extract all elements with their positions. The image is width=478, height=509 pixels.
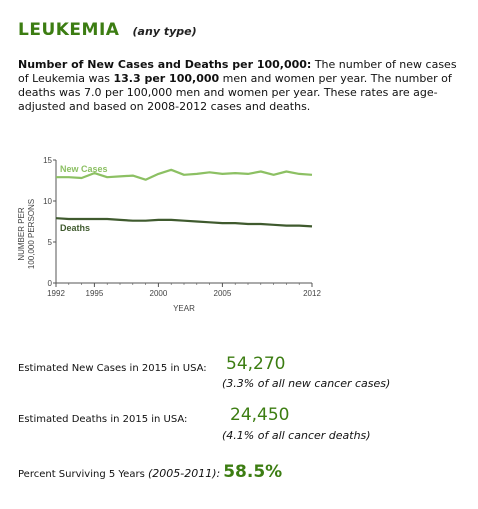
incidence-mortality-chart: 0 5 10 15 1992 1995 2000 2005 2012 New Cases Deat… bbox=[17, 156, 321, 313]
new-cases-label: Estimated New Cases in 2015 in USA: bbox=[18, 363, 207, 374]
new-cases-value: 54,270 bbox=[226, 354, 286, 374]
y-axis-label-line2: 100,000 PERSONS bbox=[27, 199, 36, 269]
x-axis-label: YEAR bbox=[173, 304, 195, 313]
series-line-deaths bbox=[55, 217, 313, 228]
x-tick-label-1992: 1992 bbox=[47, 289, 65, 298]
description-text-2: men and women per year. The number of de… bbox=[18, 72, 452, 113]
survival-period: (2005-2011): bbox=[147, 467, 221, 480]
y-tick-label-15: 15 bbox=[43, 156, 52, 165]
description-text-1: The number of new cases of Leukemia was bbox=[18, 58, 457, 85]
new-cases-share: (3.3% of all new cancer cases) bbox=[222, 377, 391, 390]
x-tick-label-2005: 2005 bbox=[214, 289, 232, 298]
y-tick-label-10: 10 bbox=[43, 197, 52, 206]
y-axis-label-line1: NUMBER PER bbox=[17, 207, 26, 261]
chart-marks: New Cases Deaths bbox=[55, 164, 313, 233]
deaths-share: (4.1% of all cancer deaths) bbox=[222, 429, 371, 442]
x-tick-label-2000: 2000 bbox=[150, 289, 168, 298]
y-tick-label-0: 0 bbox=[48, 279, 53, 288]
description-paragraph: Number of New Cases and Deaths per 100,0… bbox=[18, 58, 458, 114]
page-title-row: LEUKEMIA (any type) bbox=[18, 20, 197, 40]
description-rate: 13.3 per 100,000 bbox=[113, 72, 220, 85]
survival-label: Percent Surviving 5 Years bbox=[18, 469, 148, 480]
chart-axes: 0 5 10 15 1992 1995 2000 2005 2012 bbox=[43, 156, 321, 298]
page-title: LEUKEMIA bbox=[18, 20, 120, 40]
page-subtitle: (any type) bbox=[132, 25, 197, 38]
x-tick-label-1995: 1995 bbox=[86, 289, 104, 298]
survival-value: 58.5% bbox=[223, 462, 283, 482]
description-heading: Number of New Cases and Deaths per 100,0… bbox=[18, 58, 312, 71]
deaths-label: Estimated Deaths in 2015 in USA: bbox=[18, 414, 188, 425]
series-label-new-cases: New Cases bbox=[60, 164, 108, 174]
x-tick-label-2012: 2012 bbox=[303, 289, 321, 298]
series-line-new-cases bbox=[56, 168, 313, 181]
deaths-value: 24,450 bbox=[230, 405, 290, 425]
survival-row: Percent Surviving 5 Years (2005-2011): 58… bbox=[18, 462, 282, 482]
series-label-deaths: Deaths bbox=[60, 223, 90, 233]
y-tick-label-5: 5 bbox=[48, 238, 53, 247]
